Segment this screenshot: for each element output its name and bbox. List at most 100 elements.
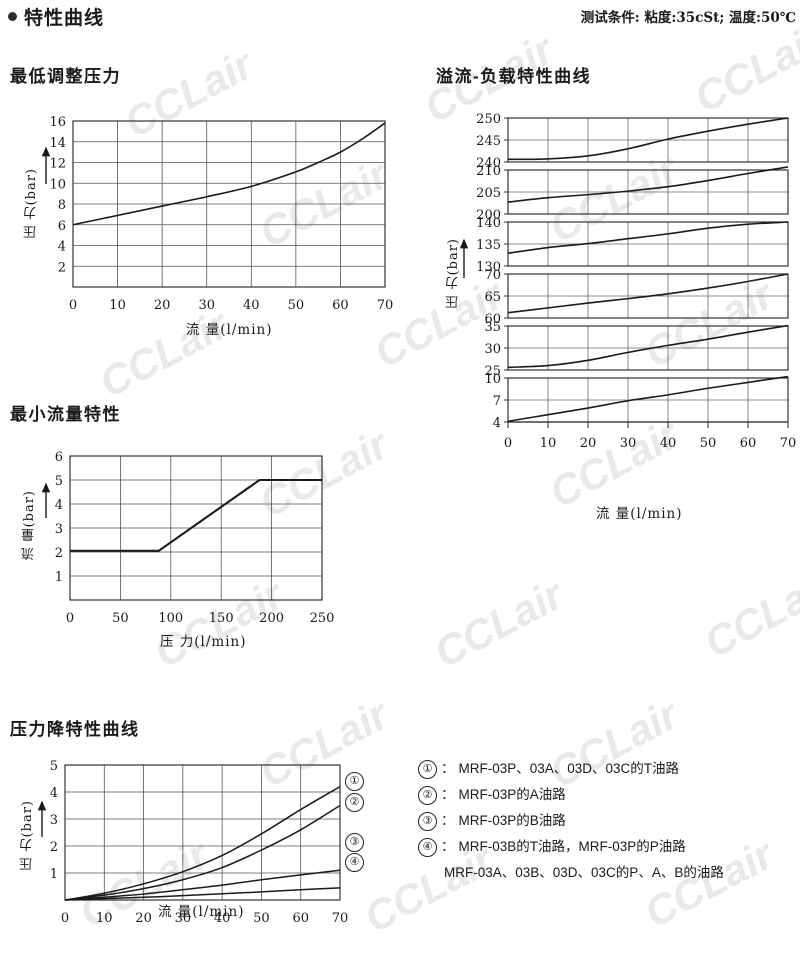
legend-colon-2: ： bbox=[441, 787, 455, 802]
chart3-y-axis-label: 压 力(bar) bbox=[446, 238, 461, 309]
axis-tick-label: 60 bbox=[484, 312, 501, 327]
axis-tick-label: 5 bbox=[55, 474, 63, 489]
axis-tick-label: 4 bbox=[493, 416, 501, 431]
data-curve-2 bbox=[64, 804, 341, 901]
axis-tick-label: 30 bbox=[484, 342, 501, 357]
axis-tick-label: 50 bbox=[112, 611, 129, 626]
page-header: 特性曲线 测试条件: 粘度:35cSt; 温度:50℃ bbox=[0, 0, 800, 34]
axis-tick-label: 70 bbox=[484, 268, 501, 283]
section-title-pressure-drop: 压力降特性曲线 bbox=[10, 720, 140, 739]
axis-tick-label: 14 bbox=[49, 136, 66, 151]
axis-tick-label: 0 bbox=[61, 911, 69, 926]
axis-tick-label: 245 bbox=[476, 134, 501, 149]
legend-colon-1: ： bbox=[441, 761, 455, 776]
axis-tick-label: 50 bbox=[288, 298, 305, 313]
axis-tick-label: 5 bbox=[50, 759, 58, 774]
axis-tick-label: 250 bbox=[310, 611, 335, 626]
legend-text-2: MRF-03P的A油路 bbox=[458, 787, 566, 802]
test-conditions-text: 测试条件: 粘度:35cSt; 温度:50℃ bbox=[580, 10, 796, 26]
legend-marker-1: ① bbox=[418, 760, 437, 779]
bullet-dot-icon bbox=[8, 12, 17, 21]
legend-item-1: ① ： MRF-03P、03A、03D、03C的T油路 bbox=[418, 760, 798, 779]
data-curve-panel-2 bbox=[507, 166, 789, 203]
axis-tick-label: 10 bbox=[540, 436, 557, 451]
legend-marker-2: ② bbox=[418, 786, 437, 805]
axis-tick-label: 10 bbox=[49, 177, 66, 192]
axis-tick-label: 4 bbox=[55, 498, 63, 513]
legend-colon-3: ： bbox=[441, 813, 455, 828]
data-curve-4 bbox=[64, 887, 341, 901]
legend-text-3: MRF-03P的B油路 bbox=[458, 813, 566, 828]
axis-tick-label: 65 bbox=[484, 290, 501, 305]
curve-callout-4: ④ bbox=[345, 853, 364, 872]
axis-tick-label: 35 bbox=[484, 320, 501, 335]
min-flow-chart: 1 2 3 4 5 6 0 50 100 150 200 250 bbox=[0, 440, 400, 630]
legend-continuation-text: MRF-03A、03B、03D、03C的P、A、B的油路 bbox=[444, 865, 724, 880]
axis-tick-label: 10 bbox=[484, 372, 501, 387]
axis-tick-label: 6 bbox=[58, 219, 66, 234]
data-curve-1 bbox=[64, 785, 341, 901]
axis-tick-label: 130 bbox=[476, 260, 501, 275]
chart1-x-axis-label: 流 量(l/min) bbox=[186, 322, 273, 338]
axis-tick-label: 30 bbox=[620, 436, 637, 451]
data-curve bbox=[72, 122, 386, 226]
legend-text-4: MRF-03B的T油路，MRF-03P的P油路 bbox=[458, 839, 686, 854]
axis-tick-label: 20 bbox=[154, 298, 171, 313]
axis-tick-label: 12 bbox=[49, 157, 66, 172]
axis-tick-label: 30 bbox=[175, 911, 192, 926]
axis-tick-label: 100 bbox=[158, 611, 183, 626]
axis-tick-label: 0 bbox=[69, 298, 77, 313]
axis-tick-label: 40 bbox=[243, 298, 260, 313]
min-flow-plot: 1 2 3 4 5 6 0 50 100 150 200 250 bbox=[41, 450, 335, 626]
axis-tick-label: 3 bbox=[55, 522, 63, 537]
legend-marker-3: ③ bbox=[418, 812, 437, 831]
legend-item-2: ② ： MRF-03P的A油路 bbox=[418, 786, 798, 805]
data-curve-panel-1 bbox=[507, 117, 789, 161]
chart2-x-axis-label: 压 力(l/min) bbox=[160, 634, 247, 650]
legend-marker-4: ④ bbox=[418, 838, 437, 857]
axis-tick-label: 2 bbox=[58, 260, 66, 275]
pressure-drop-chart: 1 2 3 4 5 0 10 20 30 40 50 60 70 bbox=[0, 752, 400, 927]
axis-tick-label: 200 bbox=[259, 611, 284, 626]
data-curve-panel-5 bbox=[507, 324, 789, 369]
axis-tick-label: 2 bbox=[50, 840, 58, 855]
axis-tick-label: 50 bbox=[700, 436, 717, 451]
axis-tick-label: 10 bbox=[109, 298, 126, 313]
axis-tick-label: 8 bbox=[58, 198, 66, 213]
legend-text-1: MRF-03P、03A、03D、03C的T油路 bbox=[458, 761, 680, 776]
chart4-x-axis-label: 流 量(l/min) bbox=[158, 904, 245, 920]
axis-tick-label: 6 bbox=[55, 450, 63, 465]
chart3-x-axis-label: 流 量(l/min) bbox=[596, 506, 683, 522]
axis-tick-label: 10 bbox=[96, 911, 113, 926]
legend: ① ： MRF-03P、03A、03D、03C的T油路 ② ： MRF-03P的… bbox=[418, 760, 798, 882]
axis-tick-label: 30 bbox=[198, 298, 215, 313]
min-adjust-pressure-chart: 2 4 6 8 10 12 14 16 0 10 20 30 40 50 60 70 bbox=[0, 100, 420, 350]
axis-tick-label: 20 bbox=[580, 436, 597, 451]
curve-callout-2: ② bbox=[345, 793, 364, 812]
axis-tick-label: 70 bbox=[780, 436, 797, 451]
data-curve-panel-3 bbox=[507, 221, 789, 255]
legend-colon-4: ： bbox=[441, 839, 455, 854]
section-title-min-adjust-pressure: 最低调整压力 bbox=[10, 67, 121, 86]
min-adjust-pressure-plot: 2 4 6 8 10 12 14 16 0 10 20 30 40 50 60 70 bbox=[41, 115, 393, 313]
watermark-text: CCLair bbox=[426, 570, 571, 677]
axis-tick-label: 240 bbox=[476, 156, 501, 171]
data-curve-panel-4 bbox=[507, 273, 789, 314]
axis-tick-label: 3 bbox=[50, 813, 58, 828]
axis-tick-label: 40 bbox=[660, 436, 677, 451]
chart4-y-axis-label: 压 力(bar) bbox=[20, 800, 35, 871]
chart2-y-axis-label: 流 量(bar) bbox=[22, 490, 37, 561]
relief-load-chart: 240 245 250 200 205 210 130 135 140 60 65 70 25 30 35 4… bbox=[430, 100, 800, 510]
axis-tick-label: 1 bbox=[50, 867, 58, 882]
section-title-relief-load: 溢流-负载特性曲线 bbox=[436, 67, 592, 86]
axis-tick-label: 4 bbox=[50, 786, 58, 801]
chart1-y-axis-label: 压 力(bar) bbox=[24, 168, 39, 239]
data-curve bbox=[70, 478, 322, 552]
data-curve-panel-6 bbox=[507, 375, 789, 423]
axis-tick-label: 205 bbox=[476, 186, 501, 201]
legend-item-3: ③ ： MRF-03P的B油路 bbox=[418, 812, 798, 831]
watermark-text: CCLair bbox=[696, 560, 800, 667]
axis-tick-label: 50 bbox=[253, 911, 270, 926]
axis-tick-label: 7 bbox=[493, 394, 501, 409]
